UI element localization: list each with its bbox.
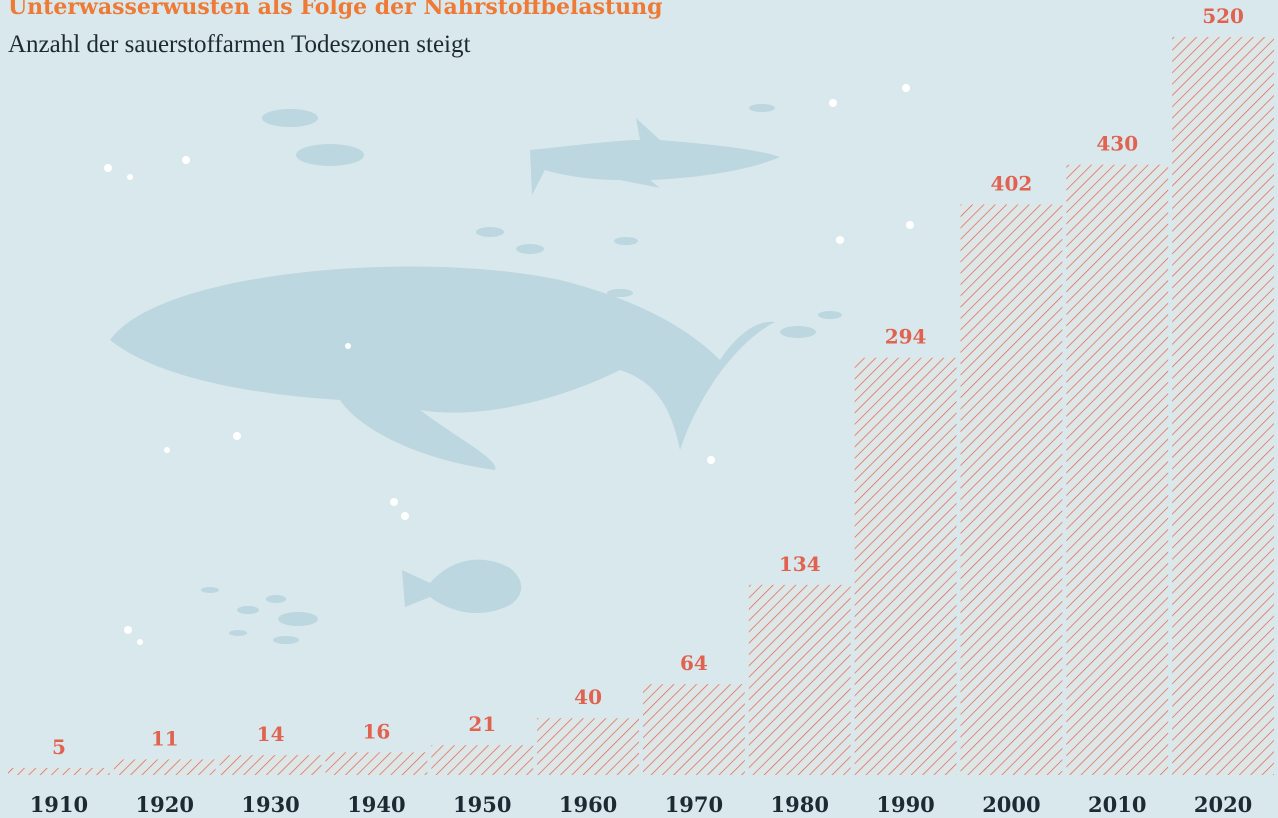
value-label: 14 [257,722,285,746]
x-tick-label: 1920 [136,792,194,817]
value-label: 64 [680,651,708,675]
value-label: 16 [362,719,390,743]
bar [643,684,745,775]
value-label: 520 [1202,4,1244,28]
bar [8,767,110,775]
bar [537,718,639,775]
value-label: 294 [885,325,927,349]
x-tick-label: 1910 [30,792,88,817]
bar [854,357,957,775]
x-tick-label: 1950 [453,792,511,817]
bar [1172,37,1274,775]
x-tick-label: 1970 [665,792,723,817]
x-tick-label: 2010 [1088,792,1146,817]
x-tick-label: 2020 [1194,792,1252,817]
value-label: 134 [779,552,821,576]
bar [960,204,1063,775]
x-tick-label: 2000 [982,792,1040,817]
bubbles [104,84,914,645]
bar [113,759,216,775]
bar [431,745,534,775]
value-label: 21 [468,712,496,736]
x-tick-label: 1940 [347,792,405,817]
bar [219,755,322,775]
x-tick-label: 1960 [559,792,617,817]
bar [1066,164,1169,775]
decoration [110,104,842,644]
bar [748,584,851,775]
x-tick-label: 1990 [876,792,934,817]
chart-title: Unterwasserwüsten als Folge der Nährstof… [8,0,663,20]
bar [325,752,428,775]
value-label: 5 [52,735,66,759]
value-label: 11 [151,726,179,750]
x-tick-label: 1980 [771,792,829,817]
chart-subtitle: Anzahl der sauerstoffarmen Todeszonen st… [8,31,471,58]
x-tick-label: 1930 [241,792,299,817]
value-label: 40 [574,685,602,709]
value-label: 402 [991,171,1033,195]
value-label: 430 [1096,132,1138,156]
